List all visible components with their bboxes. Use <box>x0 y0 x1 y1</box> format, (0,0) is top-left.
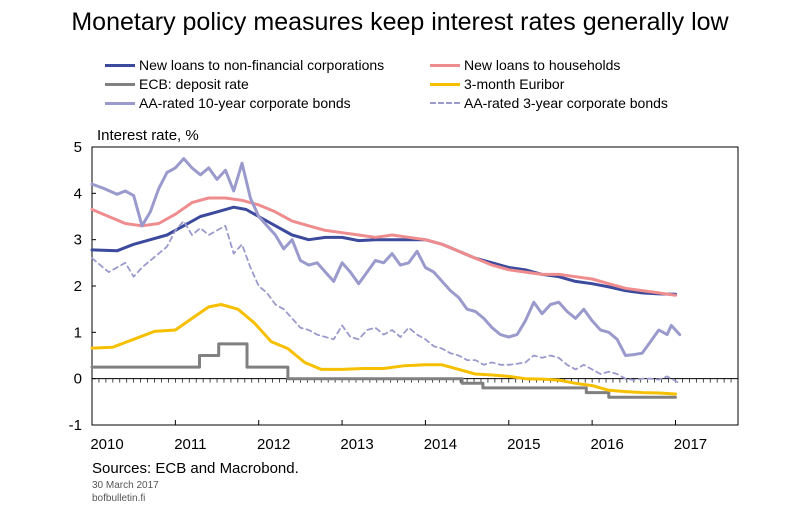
x-tick-label: 2016 <box>590 436 623 453</box>
plot-frame <box>91 146 739 426</box>
series-line-aa-3y-bonds <box>91 220 681 385</box>
legend-swatch <box>105 82 135 86</box>
series-line-euribor <box>90 303 677 396</box>
legend-swatch <box>430 102 460 104</box>
legend-swatch <box>105 63 135 67</box>
series-line-household-loans <box>90 196 677 297</box>
y-tick-label: 2 <box>74 278 82 295</box>
sources-note: Sources: ECB and Macrobond. <box>92 460 299 477</box>
series-line-nfc-loans <box>90 205 677 296</box>
legend-item-household-loans: New loans to households <box>430 56 620 74</box>
y-tick-label: 3 <box>74 232 82 249</box>
x-tick-label: 2011 <box>174 436 206 453</box>
y-tick-label: -1 <box>69 417 82 434</box>
legend-item-aa-10y-bonds: AA-rated 10-year corporate bonds <box>105 94 351 112</box>
legend-label: New loans to households <box>464 57 621 73</box>
y-tick-label: 5 <box>74 139 82 156</box>
x-tick-label: 2010 <box>90 436 123 453</box>
legend-label: AA-rated 10-year corporate bonds <box>139 95 351 111</box>
legend-swatch <box>430 82 460 86</box>
chart-title: Monetary policy measures keep interest r… <box>71 8 729 36</box>
legend-item-ecb-deposit-rate: ECB: deposit rate <box>105 75 249 93</box>
series-line-ecb-deposit-rate <box>90 342 677 399</box>
legend-label: ECB: deposit rate <box>139 76 249 92</box>
x-tick-label: 2012 <box>257 436 290 453</box>
date-note: 30 March 2017 <box>92 480 159 491</box>
x-tick-label: 2014 <box>424 436 457 453</box>
legend-label: New loans to non-financial corporations <box>139 57 385 73</box>
legend-label: 3-month Euribor <box>464 76 565 92</box>
y-tick-label: 1 <box>74 324 82 341</box>
x-tick-label: 2017 <box>674 436 707 453</box>
y-tick-label: 0 <box>74 371 82 388</box>
legend-label: AA-rated 3-year corporate bonds <box>464 95 668 111</box>
y-axis-label: Interest rate, % <box>97 127 199 144</box>
site-note: bofbulletin.fi <box>92 493 146 504</box>
series-line-aa-10y-bonds <box>90 157 682 357</box>
legend-swatch <box>430 63 460 67</box>
y-tick-label: 4 <box>74 185 82 202</box>
legend-item-aa-3y-bonds: AA-rated 3-year corporate bonds <box>430 94 668 112</box>
x-tick-label: 2015 <box>507 436 540 453</box>
legend-swatch <box>105 101 135 105</box>
x-tick-label: 2013 <box>340 436 373 453</box>
legend-item-nfc-loans: New loans to non-financial corporations <box>105 56 384 74</box>
legend-item-euribor: 3-month Euribor <box>430 75 564 93</box>
